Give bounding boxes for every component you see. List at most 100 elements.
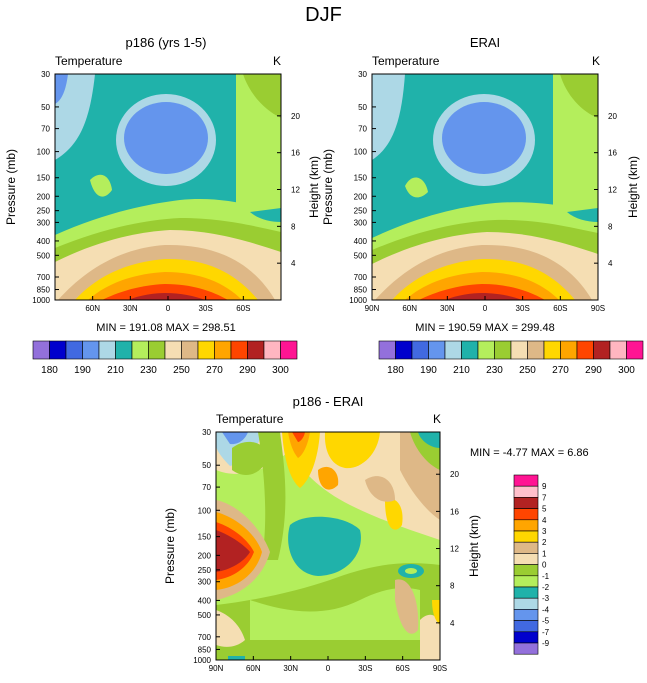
pressure-tick-label: 250 (198, 566, 212, 575)
latitude-tick-label: 0 (326, 664, 331, 673)
colorbar-swatch (513, 564, 539, 577)
pressure-tick-label: 400 (37, 237, 51, 246)
colorbar-swatch (263, 340, 281, 360)
colorbar-label: 270 (552, 365, 569, 376)
y2-axis-label: Height (km) (307, 156, 321, 218)
colorbar-swatch (576, 340, 594, 360)
pressure-tick-label: 700 (37, 273, 51, 282)
colorbar-swatch (513, 530, 539, 543)
colorbar-label: 190 (420, 365, 437, 376)
height-tick-label: 4 (450, 619, 455, 628)
colorbar: 180 190 210 230 250 270 290 300 (32, 340, 298, 376)
pressure-tick-label: 400 (354, 237, 368, 246)
height-tick-label: 16 (450, 507, 459, 516)
colorbar-swatch (510, 340, 528, 360)
latitude-tick-label: 60S (553, 304, 567, 313)
colorbar-swatch (513, 485, 539, 498)
field-label: Temperature (55, 54, 123, 68)
units-label: K (433, 412, 441, 426)
colorbar-swatch (65, 340, 83, 360)
colorbar-swatch (181, 340, 199, 360)
colorbar-label: 3 (542, 527, 547, 536)
pressure-tick-label: 150 (354, 174, 368, 183)
pressure-tick-label: 70 (202, 483, 211, 492)
page-title: DJF (305, 4, 342, 26)
units-label: K (273, 54, 281, 68)
colorbar-swatch (280, 340, 298, 360)
colorbar: 9 7 5 4 3 2 1 0 -1 -2 -3 -4 -5 -7 -9 (513, 474, 550, 655)
y-axis-label: Pressure (mb) (163, 508, 177, 584)
colorbar-swatch (428, 340, 446, 360)
pressure-tick-label: 70 (358, 125, 367, 134)
colorbar-label: -3 (542, 594, 550, 603)
height-tick-label: 20 (291, 112, 300, 121)
contour-field-model (55, 74, 281, 300)
colorbar-swatch (444, 340, 462, 360)
colorbar-swatch (115, 340, 133, 360)
panel-difference: p186 - ERAI Temperature K Pressure (mb) … (163, 394, 589, 673)
colorbar-label: 270 (206, 365, 223, 376)
pressure-tick-label: 250 (354, 207, 368, 216)
latitude-ticks: 60N 30N 0 30S 60S (85, 296, 250, 313)
pressure-tick-label: 250 (37, 207, 51, 216)
stats-text: MIN = -4.77 MAX = 6.86 (470, 447, 589, 459)
pressure-tick-label: 850 (354, 286, 368, 295)
colorbar-swatch (513, 553, 539, 565)
pressure-tick-label: 30 (41, 70, 50, 79)
colorbar-label: 180 (41, 365, 58, 376)
colorbar-label: 290 (585, 365, 602, 376)
latitude-tick-label: 90N (365, 304, 380, 313)
colorbar-swatch (411, 340, 429, 360)
colorbar-swatch (560, 340, 578, 360)
latitude-ticks: 90N 60N 30N 0 30S 60S 90S (365, 296, 605, 313)
colorbar-swatch (230, 340, 248, 360)
colorbar-label: 180 (387, 365, 404, 376)
pressure-tick-label: 500 (354, 251, 368, 260)
latitude-tick-label: 60S (236, 304, 250, 313)
stats-text: MIN = 190.59 MAX = 299.48 (415, 322, 554, 334)
colorbar-label: 210 (453, 365, 470, 376)
latitude-tick-label: 90S (591, 304, 605, 313)
latitude-tick-label: 60N (246, 664, 261, 673)
colorbar-swatch (626, 340, 644, 360)
colorbar-label: 210 (107, 365, 124, 376)
pressure-tick-label: 70 (41, 125, 50, 134)
panel-title: ERAI (470, 35, 500, 50)
contour-field-difference (216, 432, 440, 660)
colorbar-swatch (593, 340, 611, 360)
colorbar-label: 4 (542, 516, 547, 525)
colorbar-swatch (513, 620, 539, 633)
height-tick-label: 12 (291, 186, 300, 195)
colorbar-label: 1 (542, 549, 547, 558)
pressure-tick-label: 30 (358, 70, 367, 79)
height-ticks: 20 16 12 8 4 (277, 112, 300, 268)
pressure-tick-label: 50 (202, 461, 211, 470)
colorbar-label: -4 (542, 605, 550, 614)
colorbar-label: 0 (542, 561, 547, 570)
colorbar-swatch (49, 340, 67, 360)
height-tick-label: 20 (608, 112, 617, 121)
colorbar-swatch (513, 609, 539, 621)
units-label: K (592, 54, 600, 68)
y-axis-label: Pressure (mb) (321, 149, 335, 225)
colorbar-swatch (477, 340, 495, 360)
height-tick-label: 16 (608, 149, 617, 158)
pressure-tick-label: 100 (37, 148, 51, 157)
colorbar-label: 230 (486, 365, 503, 376)
pressure-tick-label: 150 (198, 533, 212, 542)
height-ticks: 20 16 12 8 4 (436, 470, 459, 628)
colorbar-label: 9 (542, 482, 547, 491)
pressure-tick-label: 50 (41, 103, 50, 112)
colorbar-label: -5 (542, 617, 550, 626)
latitude-tick-label: 60N (402, 304, 417, 313)
colorbar-swatch (395, 340, 413, 360)
latitude-tick-label: 30N (123, 304, 138, 313)
latitude-tick-label: 30N (283, 664, 298, 673)
height-tick-label: 8 (291, 222, 296, 231)
height-tick-label: 4 (608, 259, 613, 268)
pressure-tick-label: 500 (37, 251, 51, 260)
